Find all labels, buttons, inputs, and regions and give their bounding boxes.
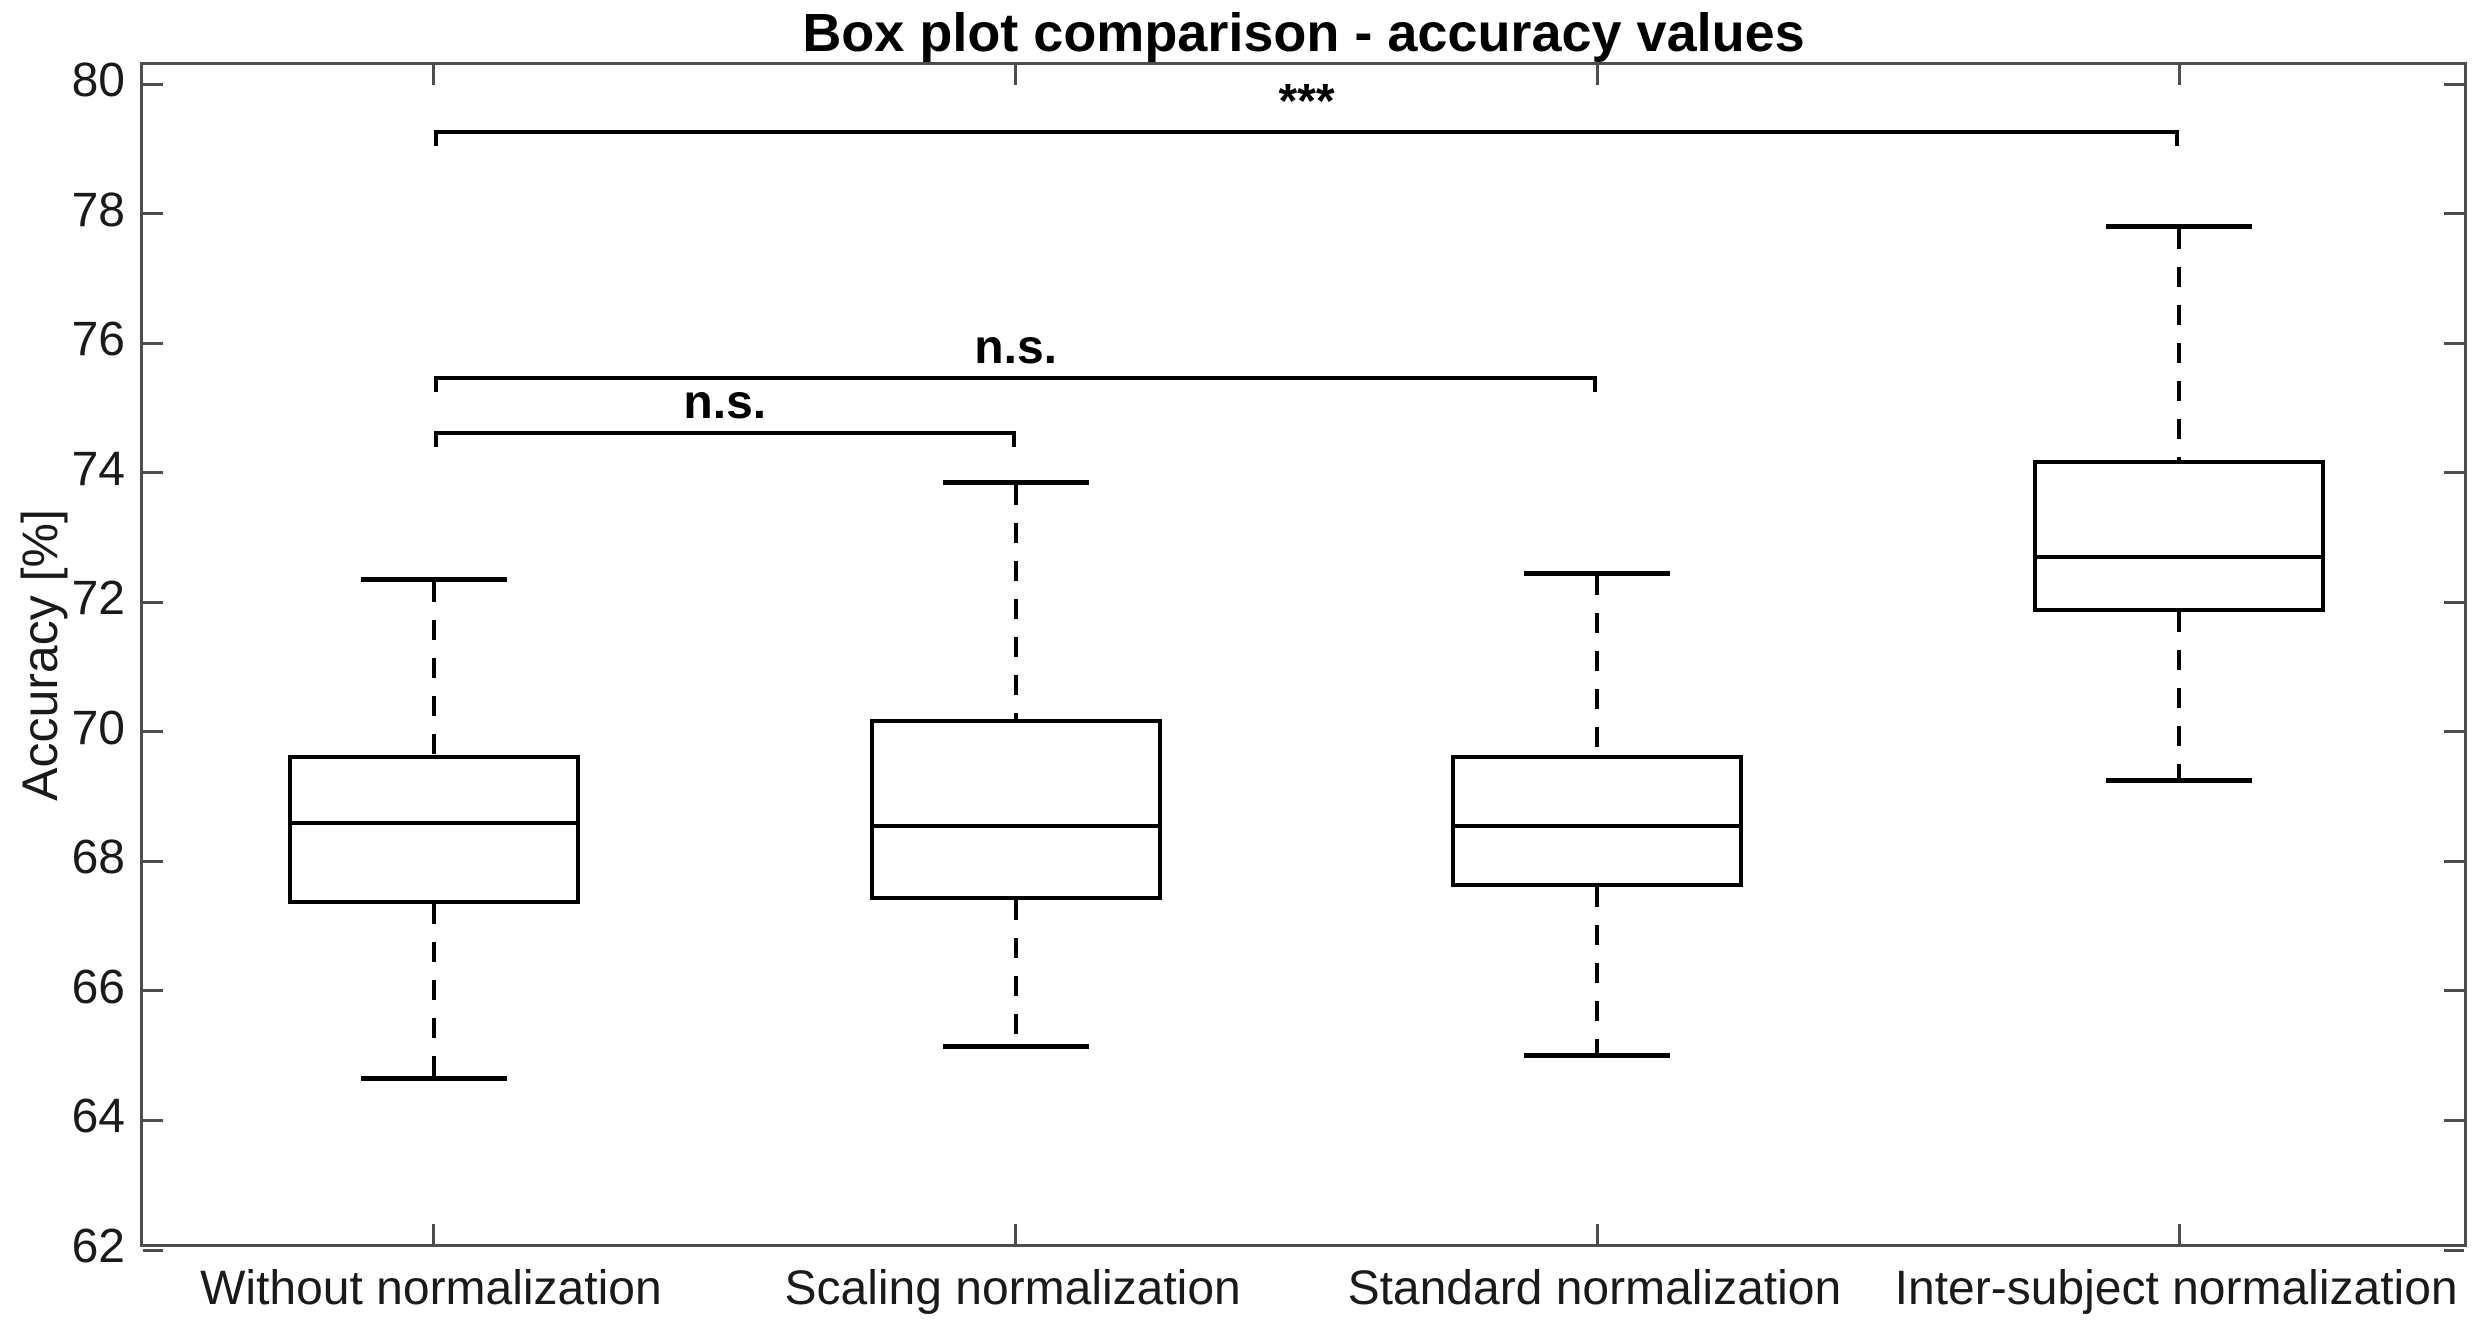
x-tick-label: Inter-subject normalization (1894, 1262, 2458, 1315)
x-tick-bottom (1014, 1224, 1018, 1244)
y-tick-right (2444, 1118, 2464, 1122)
y-tick-left (143, 1118, 163, 1122)
significance-label: n.s. (683, 375, 767, 429)
y-tick-right (2444, 1248, 2464, 1252)
y-tick-label: 76 (71, 313, 125, 367)
x-tick-label: Without normalization (200, 1262, 662, 1315)
x-tick-bottom (2177, 1224, 2181, 1244)
x-tick-label: Scaling normalization (784, 1262, 1241, 1315)
whisker-lower (1595, 887, 1600, 1054)
significance-bracket-end (433, 375, 438, 392)
whisker-cap-lower (360, 1075, 507, 1081)
y-tick-left (143, 989, 163, 993)
y-tick-right (2444, 859, 2464, 863)
whisker-upper (431, 581, 436, 755)
whisker-upper (2177, 228, 2182, 460)
y-tick-left (143, 82, 163, 86)
y-tick-left (143, 471, 163, 475)
y-tick-left (143, 341, 163, 345)
whisker-cap-upper (2106, 224, 2253, 230)
y-tick-label: 72 (71, 572, 125, 626)
significance-label: n.s. (974, 320, 1057, 374)
box-rect (1451, 754, 1744, 888)
median-line (1451, 823, 1744, 828)
y-tick-right (2444, 600, 2464, 604)
y-tick-left (143, 730, 163, 734)
significance-label: *** (1278, 74, 1335, 128)
y-tick-label: 74 (71, 442, 125, 496)
whisker-upper (1013, 484, 1018, 719)
x-tick-top (1595, 65, 1599, 85)
whisker-cap-upper (942, 480, 1089, 486)
x-tick-top (1014, 65, 1018, 85)
x-tick-label: Standard normalization (1347, 1262, 1842, 1315)
y-tick-left (143, 859, 163, 863)
x-tick-bottom (432, 1224, 436, 1244)
y-tick-left (143, 212, 163, 216)
y-tick-left (143, 600, 163, 604)
y-tick-right (2444, 730, 2464, 734)
significance-bracket-end (1593, 375, 1598, 392)
significance-bracket-end (2175, 129, 2180, 146)
y-tick-right (2444, 989, 2464, 993)
significance-bracket (433, 430, 1016, 435)
y-tick-right (2444, 212, 2464, 216)
significance-bracket-end (1011, 430, 1016, 447)
chart-title: Box plot comparison - accuracy values (802, 3, 1805, 63)
median-line (869, 823, 1162, 828)
median-line (2033, 555, 2326, 560)
whisker-cap-lower (942, 1043, 1089, 1049)
x-tick-top (432, 65, 436, 85)
whisker-upper (1595, 575, 1600, 755)
box-rect (2033, 460, 2326, 613)
y-tick-left (143, 1248, 163, 1252)
y-tick-right (2444, 471, 2464, 475)
whisker-lower (1013, 900, 1018, 1044)
y-tick-label: 66 (71, 960, 125, 1014)
y-tick-label: 64 (71, 1090, 125, 1144)
significance-bracket-end (433, 129, 438, 146)
y-tick-right (2444, 341, 2464, 345)
significance-bracket (433, 375, 1598, 380)
box-rect (287, 754, 580, 904)
whisker-cap-upper (1524, 570, 1671, 576)
whisker-lower (2177, 612, 2182, 779)
y-tick-label: 80 (71, 54, 125, 108)
significance-bracket-end (433, 430, 438, 447)
box-rect (869, 719, 1162, 901)
y-tick-right (2444, 82, 2464, 86)
whisker-cap-lower (2106, 778, 2253, 784)
x-tick-bottom (1595, 1224, 1599, 1244)
significance-bracket (433, 129, 2180, 134)
whisker-cap-upper (360, 577, 507, 583)
y-tick-label: 68 (71, 831, 125, 885)
median-line (287, 820, 580, 825)
y-tick-label: 62 (71, 1220, 125, 1273)
y-tick-label: 78 (71, 183, 125, 237)
whisker-cap-lower (1524, 1053, 1671, 1059)
y-tick-label: 70 (71, 701, 125, 755)
x-tick-top (2177, 65, 2181, 85)
plot-area: n.s. n.s. *** (140, 62, 2467, 1252)
y-axis-label: Accuracy [%] (12, 508, 68, 801)
whisker-lower (431, 903, 436, 1077)
